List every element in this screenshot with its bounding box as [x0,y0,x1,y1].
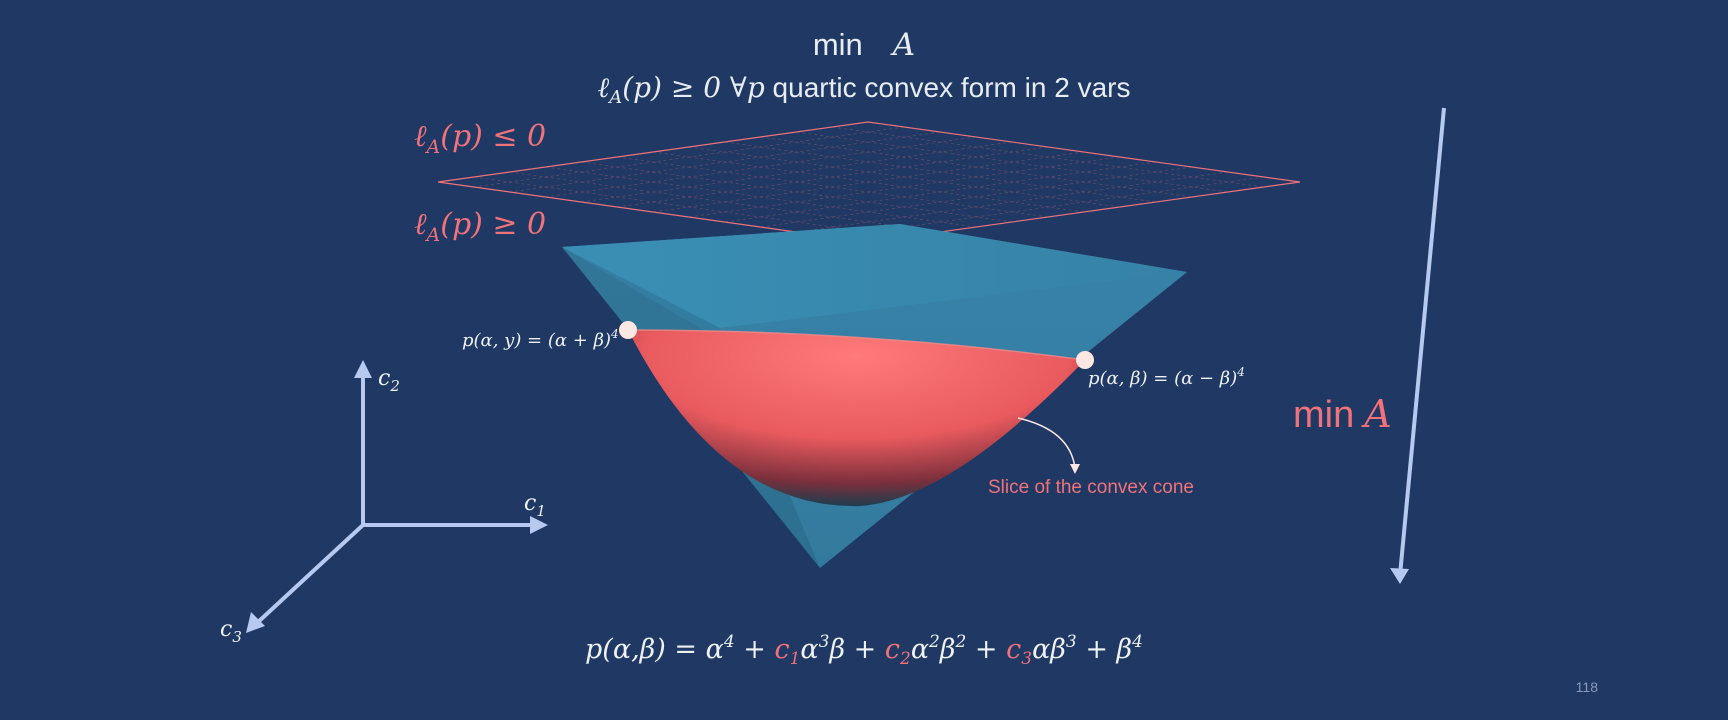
min-A-label: min A [1293,392,1392,436]
grid-line [760,136,1193,198]
grid-line [724,161,1157,223]
slice-pointer-curve [1017,417,1076,469]
hyperplane-grid [437,121,1301,243]
axis-label-c1: c1 [524,491,546,520]
label-lA-ge-zero: ℓA(p) ≥ 0 [414,207,546,246]
point-right-marker [1076,351,1094,369]
grid-line [617,146,1049,208]
axis-c2-arrowhead [354,360,372,378]
axis-label-c2: c2 [378,366,400,395]
min-A-arrow [1398,107,1446,576]
slice-label: Slice of the convex cone [988,477,1194,498]
min-A-arrowhead [1390,568,1409,584]
coordinate-axes [246,360,548,633]
axis-c3-arrowhead [246,612,265,633]
slice-pointer-arrowhead [1070,464,1080,474]
grid-line [652,151,1085,213]
cone-slice [627,329,1086,507]
grid-line [688,156,1121,218]
grid-line [724,141,1157,203]
grid-line [832,126,1265,188]
grid-line [509,131,941,193]
grid-line [473,176,905,238]
point-left-marker [619,321,637,339]
grid-line [545,136,977,198]
quartic-formula: p(α,β) = α4 + c1α3β + c2α2β2 + c3αβ3 + β… [585,632,1143,669]
axis-c3 [255,523,365,625]
grid-line [832,176,1265,238]
page-number: 118 [1576,679,1599,695]
grid-line [581,161,1013,223]
grid-line [581,141,1013,203]
grid-line [652,151,1085,213]
grid-line [617,156,1049,218]
axis-c1-arrowhead [530,516,548,534]
title-objective: min A [813,27,915,63]
grid-line [796,171,1229,233]
point-right-label: p(α, β) = (α − β)4 [1088,365,1245,389]
point-left-label: p(α, y) = (α + β)4 [462,327,619,351]
grid-line [760,166,1193,228]
title-constraint: ℓA(p) ≥ 0 ∀p quartic convex form in 2 va… [598,71,1131,108]
axis-label-c3: c3 [220,617,242,646]
grid-line [796,131,1229,193]
label-lA-le-zero: ℓA(p) ≤ 0 [414,119,546,158]
grid-line [688,146,1121,208]
grid-line [473,126,905,188]
grid-line [509,171,941,233]
grid-line [545,166,977,228]
